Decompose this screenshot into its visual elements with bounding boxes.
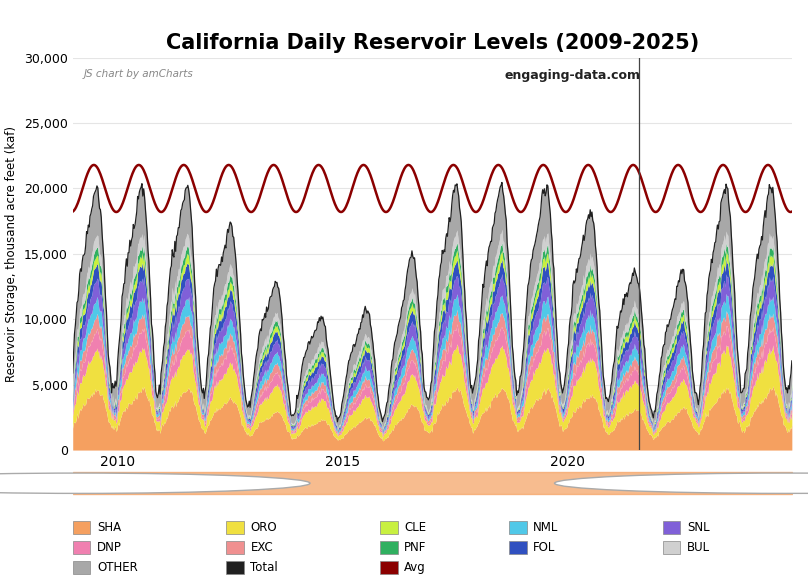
Text: engaging-data.com: engaging-data.com: [504, 69, 640, 83]
Text: SNL: SNL: [687, 521, 709, 534]
Text: PNF: PNF: [404, 541, 427, 554]
Y-axis label: Reservoir Storage, thousand acre feet (kaf): Reservoir Storage, thousand acre feet (k…: [6, 126, 19, 382]
Text: ||: ||: [82, 478, 90, 489]
Text: FOL: FOL: [533, 541, 556, 554]
Text: Total: Total: [250, 561, 278, 574]
Circle shape: [554, 473, 808, 493]
Text: ||: ||: [775, 478, 783, 489]
Circle shape: [0, 473, 310, 493]
Title: California Daily Reservoir Levels (2009-2025): California Daily Reservoir Levels (2009-…: [166, 33, 699, 53]
Text: EXC: EXC: [250, 541, 273, 554]
Text: SHA: SHA: [97, 521, 121, 534]
Text: OTHER: OTHER: [97, 561, 137, 574]
Text: JS chart by amCharts: JS chart by amCharts: [83, 69, 193, 80]
Text: CLE: CLE: [404, 521, 426, 534]
Text: Avg: Avg: [404, 561, 426, 574]
Text: BUL: BUL: [687, 541, 710, 554]
Text: NML: NML: [533, 521, 558, 534]
Text: DNP: DNP: [97, 541, 122, 554]
Text: ORO: ORO: [250, 521, 277, 534]
